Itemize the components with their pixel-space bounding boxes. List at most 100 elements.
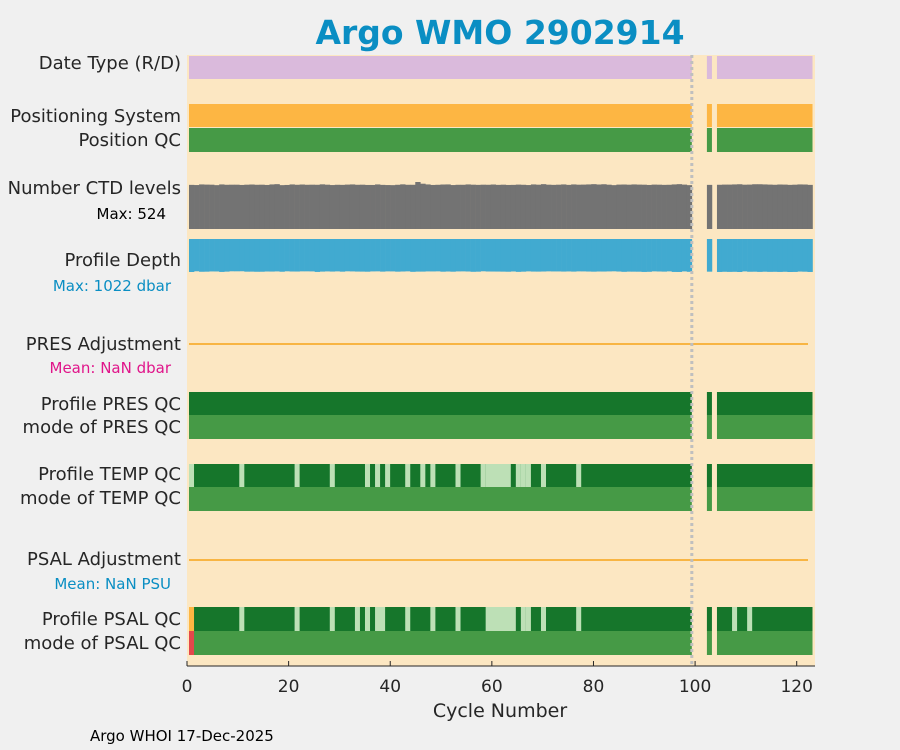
profile-depth-bar <box>777 239 783 272</box>
profile-depth-bar <box>666 239 673 272</box>
ctd-level-bar <box>445 184 451 229</box>
ctd-level-bar <box>199 184 205 229</box>
ctd-level-bar <box>435 184 441 229</box>
profile-depth-bar <box>470 239 476 272</box>
profile-depth-bar <box>797 239 803 272</box>
ctd-level-bar <box>395 184 401 229</box>
profile-depth-bar <box>636 239 642 272</box>
x-tick-label: 40 <box>379 677 401 697</box>
profile-depth-bar <box>445 239 451 272</box>
ctd-level-bar <box>762 184 768 229</box>
x-tick-label: 0 <box>182 677 193 697</box>
ctd-level-bar <box>515 184 522 229</box>
temp-qc-light-mark <box>520 464 526 487</box>
psal-qc-light-mark <box>485 607 516 631</box>
profile-depth-bar <box>581 239 587 272</box>
profile-depth-bar <box>546 239 552 272</box>
profile-pres-qc-bar-segment <box>189 392 692 415</box>
row-label: Positioning System <box>10 106 181 127</box>
ctd-level-bar <box>224 184 230 229</box>
profile-depth-bar <box>686 239 693 272</box>
profile-depth-bar <box>339 239 346 272</box>
profile-depth-bar <box>390 239 396 272</box>
ctd-level-bar <box>425 184 431 229</box>
profile-depth-bar <box>596 239 602 272</box>
psal-qc-light-mark <box>364 607 371 631</box>
ctd-level-bar <box>626 184 632 229</box>
profile-depth-bar <box>455 239 461 272</box>
profile-depth-bar <box>214 239 220 272</box>
profile-depth-bar <box>676 239 683 272</box>
psal-qc-light-mark <box>747 607 753 631</box>
ctd-level-bar <box>415 182 421 229</box>
x-tick-label: 60 <box>481 677 503 697</box>
positioning-system-bar-segment <box>706 104 712 127</box>
profile-depth-bar <box>752 239 758 272</box>
ctd-level-bar <box>400 184 406 229</box>
psal-qc-light-mark <box>525 607 531 631</box>
ctd-level-bar <box>495 184 502 229</box>
profile-depth-bar <box>465 239 471 272</box>
temp-qc-light-mark <box>525 464 531 487</box>
row-label: Profile PRES QC <box>41 394 181 415</box>
ctd-level-bar <box>349 184 356 229</box>
profile-depth-bar <box>329 239 336 272</box>
profile-depth-bar <box>334 239 341 272</box>
ctd-level-bar <box>239 184 245 229</box>
profile-depth-bar <box>782 239 788 272</box>
positioning-system-bar-segment <box>716 104 813 127</box>
temp-qc-light-mark <box>329 464 335 487</box>
profile-depth-bar <box>349 239 356 272</box>
ctd-level-bar <box>364 184 371 229</box>
ctd-level-bar <box>661 184 667 229</box>
profile-depth-bar <box>279 239 285 272</box>
profile-depth-bar <box>209 239 215 272</box>
profile-depth-bar <box>807 239 813 272</box>
ctd-level-bar <box>706 184 713 229</box>
ctd-level-bar <box>450 185 456 229</box>
temp-qc-light-mark <box>294 464 300 487</box>
temp-qc-light-mark <box>189 464 195 487</box>
ctd-level-bar <box>586 184 592 229</box>
ctd-level-bar <box>480 184 486 229</box>
ctd-level-bar <box>520 184 527 229</box>
profile-depth-bar <box>269 239 275 272</box>
bars-layer <box>189 55 813 666</box>
profile-depth-bar <box>792 239 798 272</box>
ctd-level-bar <box>596 184 602 229</box>
ctd-level-bar <box>802 184 808 229</box>
profile-depth-bar <box>224 239 230 272</box>
ctd-level-bar <box>294 184 300 229</box>
ctd-level-bar <box>390 185 396 229</box>
temp-qc-light-mark <box>540 464 547 487</box>
profile-depth-bar <box>314 239 321 272</box>
profile-depth-bar <box>415 239 421 272</box>
profile-pres-qc-bar-segment <box>716 392 813 415</box>
ctd-level-bar <box>631 184 637 229</box>
ctd-level-bar <box>646 184 652 229</box>
ctd-level-bar <box>606 184 612 229</box>
profile-depth-bar <box>304 239 310 272</box>
ctd-level-bar <box>249 184 255 229</box>
plot-area <box>187 55 815 666</box>
row-label: Profile PSAL QC <box>42 609 181 630</box>
ctd-level-bar <box>782 184 788 229</box>
profile-depth-bar <box>274 239 280 272</box>
ctd-level-bar <box>430 184 436 229</box>
ctd-level-bar <box>284 184 290 229</box>
ctd-level-bar <box>455 184 461 229</box>
chart-title: Argo WMO 2902914 <box>315 13 684 52</box>
ctd-level-bar <box>611 185 617 229</box>
profile-depth-bar <box>611 239 617 272</box>
ctd-level-bar <box>681 184 688 229</box>
ctd-level-bar <box>757 184 763 229</box>
ctd-level-bar <box>591 184 597 229</box>
profile-depth-bar <box>802 239 808 272</box>
ctd-level-bar <box>470 184 476 229</box>
temp-qc-light-mark <box>480 464 486 487</box>
profile-depth-bar <box>772 239 778 272</box>
row-sublabel: Max: 1022 dbar <box>53 277 172 295</box>
ctd-level-bar <box>551 184 557 229</box>
ctd-level-bar <box>737 184 743 229</box>
